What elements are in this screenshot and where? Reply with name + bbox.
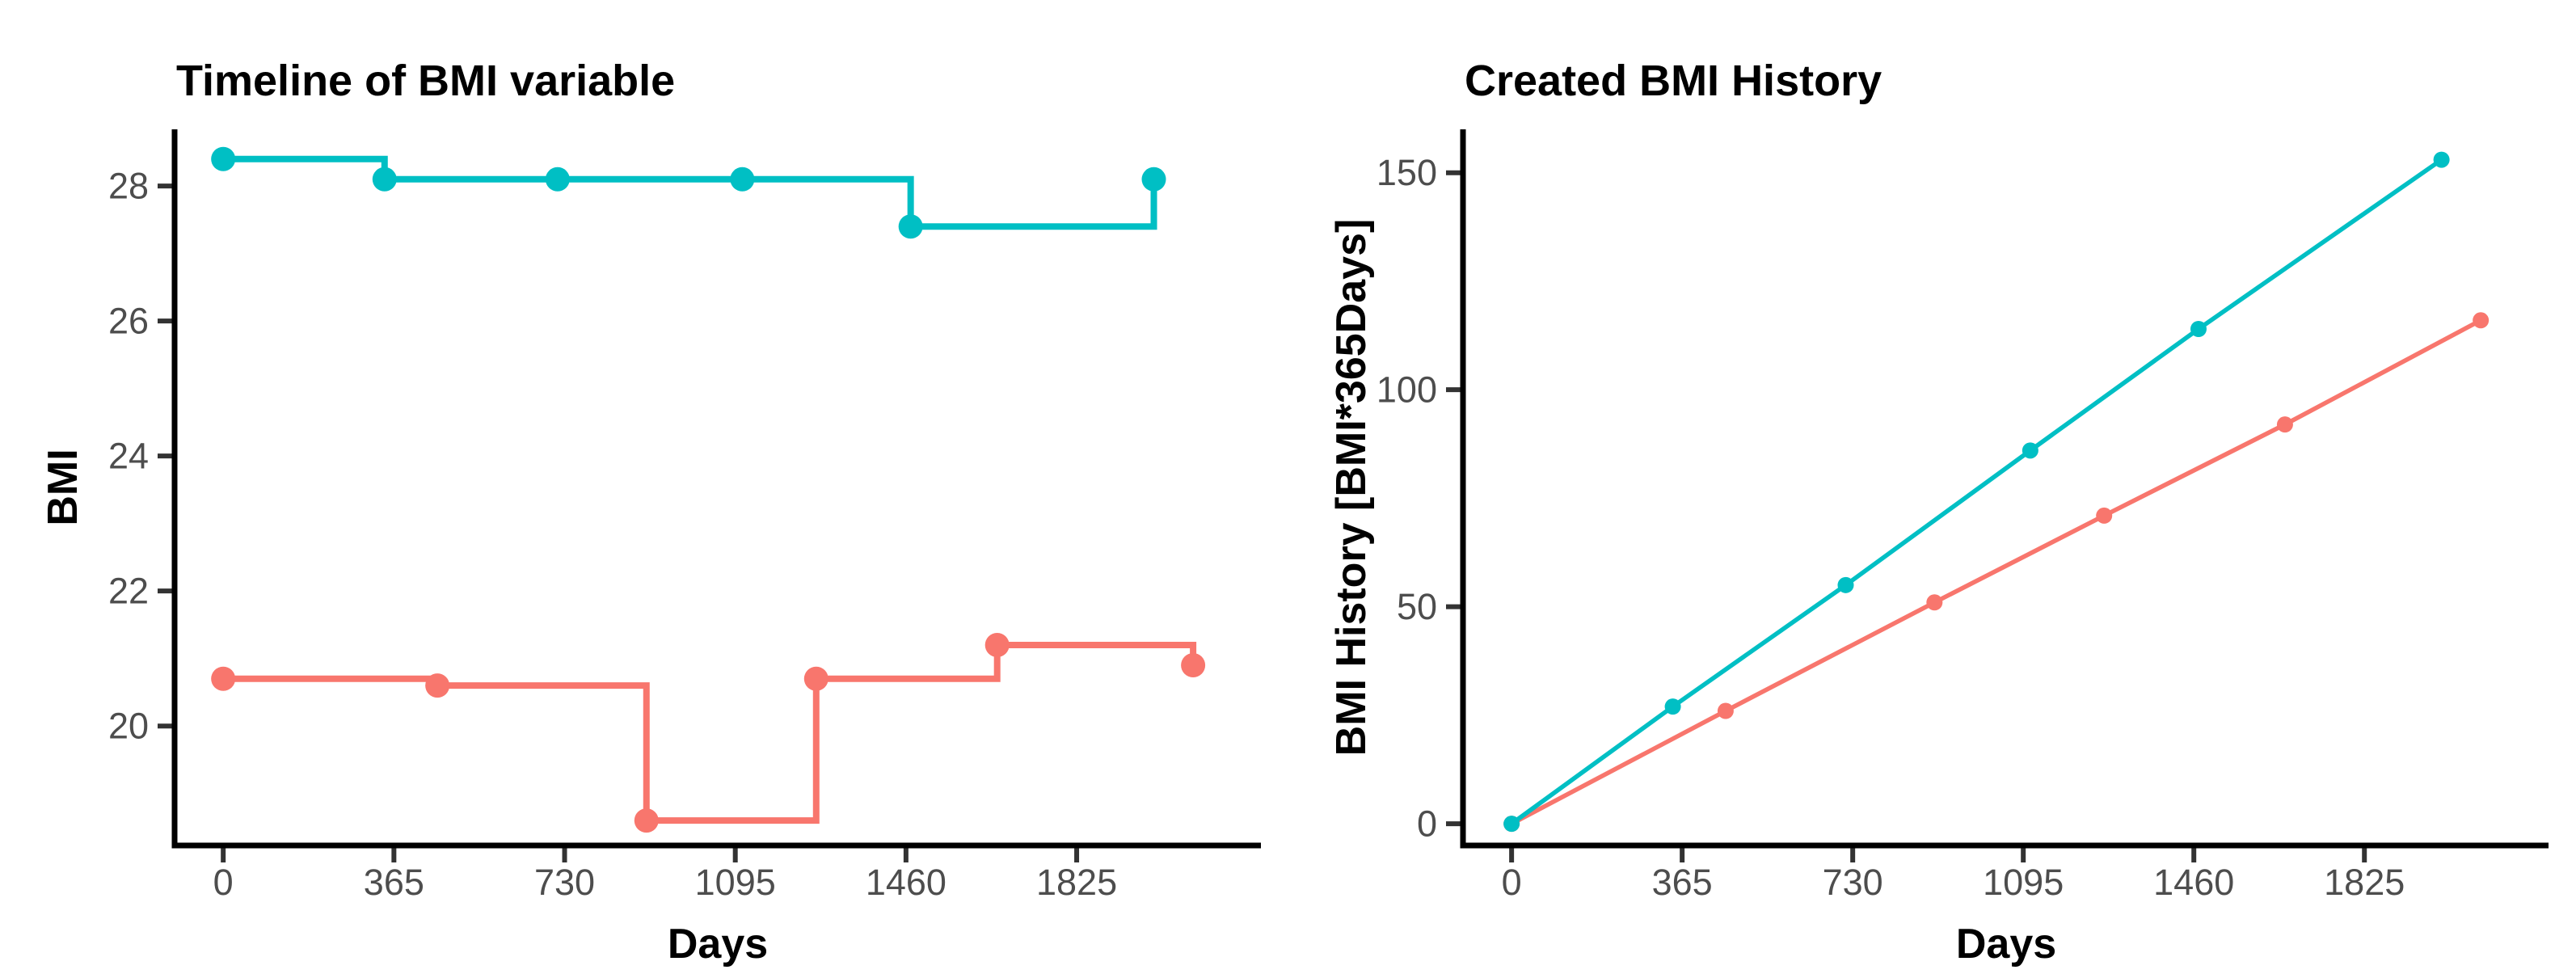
x-tick-label: 365 <box>1652 862 1713 903</box>
y-axis-ticks: 20 22 24 26 28 <box>108 166 172 747</box>
salmon-subject-point <box>1717 702 1734 719</box>
salmon-subject-point <box>2096 507 2113 524</box>
x-tick-label: 1095 <box>1983 862 2064 903</box>
teal-subject-line <box>223 155 1157 230</box>
teal-subject-point <box>2433 151 2450 168</box>
y-axis-ticks: 0 50 100 150 <box>1377 152 1461 845</box>
salmon-subject-point <box>984 632 1010 657</box>
series-group <box>1503 151 2490 833</box>
teal-subject-point <box>898 214 923 239</box>
y-axis-title: BMI History [BMI*365Days] <box>1328 219 1375 757</box>
teal-subject-point <box>545 167 570 192</box>
x-tick-label: 1825 <box>1036 862 1117 903</box>
y-tick-label: 50 <box>1397 586 1437 627</box>
salmon-subject-line <box>1510 318 2482 826</box>
salmon-subject-point <box>2473 312 2490 329</box>
salmon-subject-point <box>1181 653 1206 678</box>
bmi-history-plot-svg: Created BMI History 0 365 730 1095 1460 1825 … <box>1328 57 2549 968</box>
axis-lines <box>1460 129 2549 849</box>
x-tick-label: 0 <box>213 862 234 903</box>
x-axis-title: Days <box>668 921 768 968</box>
salmon-subject-point <box>211 666 236 691</box>
teal-subject-point <box>1503 816 1520 833</box>
salmon-subject-point <box>803 666 828 691</box>
chart-title: Created BMI History <box>1465 57 1882 105</box>
salmon-subject-point <box>634 808 659 833</box>
x-axis-title: Days <box>1956 921 2056 968</box>
chart-title: Timeline of BMI variable <box>176 57 675 105</box>
y-tick-label: 22 <box>108 571 149 612</box>
teal-subject-line <box>1510 158 2443 826</box>
x-tick-label: 0 <box>1502 862 1522 903</box>
y-tick-label: 24 <box>108 436 149 477</box>
x-axis-ticks: 0 365 730 1095 1460 1825 <box>1502 848 2405 903</box>
salmon-subject-point <box>1926 594 1943 611</box>
teal-subject-point <box>372 167 397 192</box>
teal-subject-point <box>2022 442 2038 459</box>
timeline-bmi-chart: Timeline of BMI variable 0 365 730 1095 1460… <box>40 57 1261 968</box>
salmon-subject-point <box>425 673 450 698</box>
axis-lines <box>171 129 1261 849</box>
y-tick-label: 150 <box>1377 152 1437 193</box>
salmon-subject-line <box>223 641 1197 824</box>
x-axis-ticks: 0 365 730 1095 1460 1825 <box>213 848 1117 903</box>
x-tick-label: 1825 <box>2324 862 2405 903</box>
salmon-subject-point <box>2276 416 2293 433</box>
x-tick-label: 1460 <box>866 862 947 903</box>
x-tick-label: 730 <box>1823 862 1883 903</box>
series-group <box>211 146 1206 833</box>
timeline-bmi-plot-svg: Timeline of BMI variable 0 365 730 1095 1460… <box>40 57 1261 968</box>
teal-subject-point <box>1837 576 1854 593</box>
x-tick-label: 1095 <box>695 862 776 903</box>
x-tick-label: 365 <box>364 862 424 903</box>
teal-subject-point <box>730 167 755 192</box>
teal-subject-point <box>1141 167 1166 192</box>
y-axis-title: BMI <box>40 449 86 525</box>
y-tick-label: 26 <box>108 301 149 342</box>
y-tick-label: 100 <box>1377 369 1437 411</box>
y-tick-label: 28 <box>108 166 149 207</box>
teal-subject-point <box>1664 698 1681 715</box>
x-tick-label: 730 <box>534 862 595 903</box>
y-tick-label: 20 <box>108 706 149 747</box>
y-tick-label: 0 <box>1417 803 1437 845</box>
teal-subject-point <box>211 146 236 171</box>
bmi-history-chart: Created BMI History 0 365 730 1095 1460 1825 … <box>1288 0 2576 974</box>
x-tick-label: 1460 <box>2153 862 2234 903</box>
teal-subject-point <box>2190 321 2207 338</box>
